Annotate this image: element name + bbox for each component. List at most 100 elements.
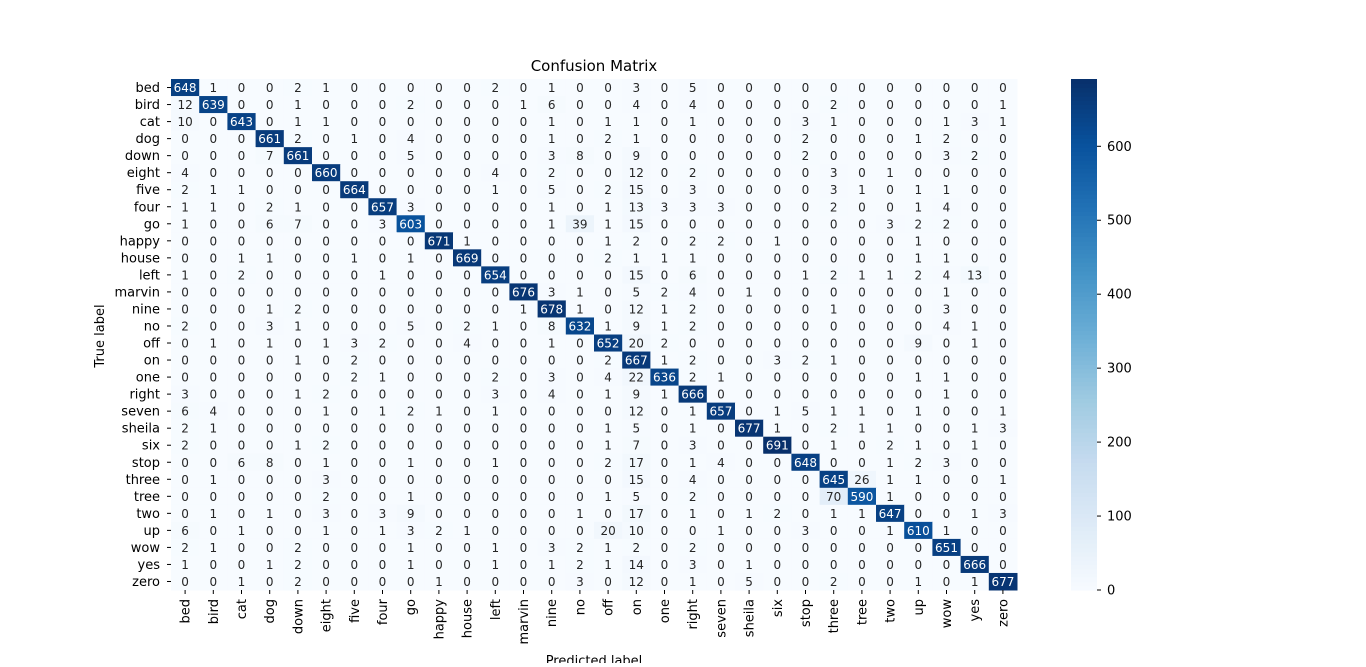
heatmap-cell bbox=[368, 266, 398, 284]
colorbar-segment bbox=[1071, 249, 1097, 255]
heatmap-cell bbox=[904, 521, 933, 540]
heatmap-cell bbox=[960, 317, 990, 335]
cell-value-label: 0 bbox=[435, 371, 443, 385]
cell-value-label: 0 bbox=[661, 456, 669, 470]
heatmap-cell bbox=[988, 368, 1018, 387]
heatmap-cell bbox=[481, 215, 510, 233]
colorbar-segment bbox=[1071, 193, 1097, 199]
heatmap-cell bbox=[594, 300, 623, 318]
cell-value-label: 0 bbox=[943, 354, 951, 368]
cell-value-label: 0 bbox=[717, 166, 725, 180]
heatmap-cell bbox=[312, 436, 341, 455]
heatmap-cell bbox=[904, 113, 933, 131]
cell-value-label: 1 bbox=[858, 507, 866, 521]
cell-value-label: 0 bbox=[802, 388, 810, 402]
cell-value-label: 1 bbox=[858, 422, 866, 436]
heatmap-cell bbox=[932, 164, 962, 182]
heatmap-cell bbox=[678, 300, 708, 318]
heatmap-cell bbox=[537, 419, 567, 438]
cell-value-label: 0 bbox=[463, 115, 471, 129]
heatmap-cell bbox=[819, 147, 849, 165]
colorbar-segment bbox=[1071, 334, 1097, 340]
cell-value-label: 0 bbox=[773, 149, 781, 163]
heatmap-cell bbox=[199, 521, 228, 540]
cell-value-label: 0 bbox=[463, 456, 471, 470]
cell-value-label: 1 bbox=[548, 558, 556, 572]
cell-value-label: 0 bbox=[576, 473, 584, 487]
cell-value-label: 0 bbox=[350, 217, 358, 231]
cell-value-label: 2 bbox=[773, 507, 781, 521]
heatmap-cell bbox=[819, 198, 849, 216]
y-tick-label: five bbox=[136, 183, 160, 198]
heatmap-cell bbox=[735, 368, 764, 387]
cell-value-label: 0 bbox=[294, 422, 302, 436]
y-tick-label: six bbox=[142, 439, 160, 454]
cell-value-label: 5 bbox=[407, 149, 415, 163]
cell-value-label: 0 bbox=[209, 234, 217, 248]
cell-value-label: 0 bbox=[858, 575, 866, 589]
cell-value-label: 636 bbox=[653, 371, 676, 385]
cell-value-label: 1 bbox=[914, 183, 922, 197]
heatmap-cell bbox=[453, 538, 482, 557]
heatmap-cell bbox=[819, 487, 849, 506]
heatmap-cell bbox=[622, 385, 651, 404]
x-tick-label: right bbox=[686, 599, 701, 630]
cell-value-label: 0 bbox=[717, 268, 725, 282]
heatmap-cell bbox=[537, 181, 567, 199]
cell-value-label: 0 bbox=[491, 285, 499, 299]
heatmap-cell bbox=[847, 453, 877, 472]
cell-value-label: 0 bbox=[745, 217, 753, 231]
cell-value-label: 0 bbox=[717, 388, 725, 402]
heatmap-cell bbox=[312, 453, 341, 472]
heatmap-cell bbox=[791, 130, 821, 148]
heatmap-cell bbox=[453, 96, 482, 114]
heatmap-cell bbox=[368, 147, 398, 165]
heatmap-cell bbox=[594, 232, 623, 250]
heatmap-cell bbox=[227, 181, 257, 199]
heatmap-cell bbox=[650, 402, 680, 421]
cell-value-label: 0 bbox=[745, 354, 753, 368]
colorbar-segment bbox=[1071, 530, 1097, 536]
heatmap-cell bbox=[396, 130, 426, 148]
heatmap-cell bbox=[706, 436, 736, 455]
cell-value-label: 0 bbox=[999, 234, 1007, 248]
heatmap-cell bbox=[283, 368, 313, 387]
cell-value-label: 0 bbox=[520, 337, 528, 351]
heatmap-cell bbox=[763, 300, 792, 318]
heatmap-cell bbox=[537, 198, 567, 216]
heatmap-cell bbox=[453, 368, 482, 387]
cell-value-label: 3 bbox=[548, 285, 556, 299]
heatmap-cell bbox=[368, 96, 398, 114]
cell-value-label: 0 bbox=[971, 251, 979, 265]
heatmap-cell bbox=[396, 198, 426, 216]
heatmap-cell bbox=[791, 487, 821, 506]
heatmap-cell bbox=[735, 521, 764, 540]
cell-value-label: 0 bbox=[266, 268, 274, 282]
heatmap-cell bbox=[199, 130, 228, 148]
cell-value-label: 12 bbox=[629, 302, 644, 316]
heatmap-cell bbox=[650, 181, 680, 199]
heatmap-cell bbox=[960, 419, 990, 438]
heatmap-cell bbox=[678, 453, 708, 472]
heatmap-cell bbox=[622, 147, 651, 165]
cell-value-label: 1 bbox=[886, 268, 894, 282]
cell-value-label: 0 bbox=[773, 200, 781, 214]
y-tick-label: house bbox=[121, 251, 160, 266]
cell-value-label: 0 bbox=[773, 558, 781, 572]
heatmap-cell bbox=[537, 351, 567, 370]
heatmap-cell bbox=[312, 538, 341, 557]
colorbar-segment bbox=[1071, 232, 1097, 238]
cell-value-label: 1 bbox=[971, 507, 979, 521]
cell-value-label: 2 bbox=[914, 217, 922, 231]
heatmap-cell bbox=[255, 164, 285, 182]
heatmap-cell bbox=[227, 555, 257, 574]
heatmap-cell bbox=[340, 351, 369, 370]
y-tick-label: seven bbox=[121, 405, 160, 420]
cell-value-label: 0 bbox=[717, 149, 725, 163]
colorbar-segment bbox=[1071, 526, 1097, 531]
cell-value-label: 2 bbox=[548, 166, 556, 180]
cell-value-label: 0 bbox=[914, 422, 922, 436]
cell-value-label: 0 bbox=[407, 422, 415, 436]
cell-value-label: 0 bbox=[745, 251, 753, 265]
heatmap-cell bbox=[960, 487, 990, 506]
